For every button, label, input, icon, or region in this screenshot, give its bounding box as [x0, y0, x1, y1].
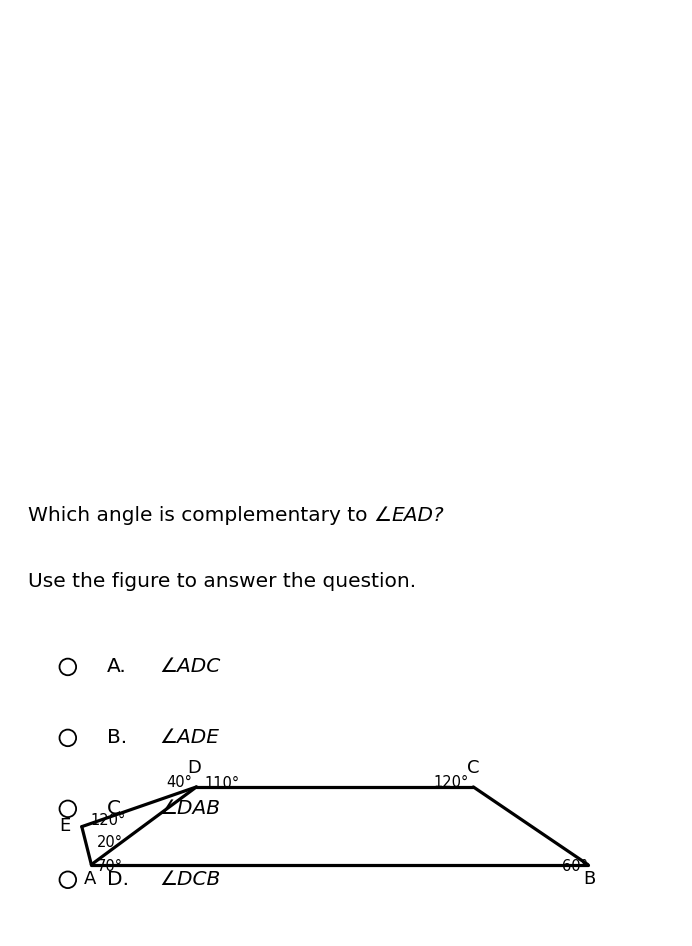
Text: 60°: 60° [563, 859, 588, 874]
Text: D.: D. [107, 870, 129, 889]
Text: 110°: 110° [205, 777, 240, 792]
Text: ∠: ∠ [374, 506, 392, 525]
Text: ∠DAB: ∠DAB [159, 799, 220, 818]
Text: 40°: 40° [166, 776, 192, 791]
Text: 120°: 120° [434, 776, 469, 791]
Text: 20°: 20° [96, 834, 122, 850]
Text: A.: A. [107, 657, 127, 676]
Text: D: D [188, 759, 201, 777]
Text: A: A [84, 870, 96, 888]
Text: Which angle is complementary to: Which angle is complementary to [28, 506, 374, 525]
Text: B.: B. [107, 728, 127, 747]
Text: B: B [583, 870, 595, 888]
Text: E: E [60, 816, 71, 834]
Text: EAD?: EAD? [392, 506, 444, 525]
Text: ∠DCB: ∠DCB [159, 870, 221, 889]
Text: 70°: 70° [96, 859, 122, 874]
Text: ∠ADE: ∠ADE [159, 728, 219, 747]
Text: ∠ADC: ∠ADC [159, 657, 221, 676]
Text: Use the figure to answer the question.: Use the figure to answer the question. [28, 572, 416, 591]
Text: C: C [467, 759, 480, 777]
Text: 120°: 120° [91, 813, 126, 828]
Text: C.: C. [107, 799, 127, 818]
